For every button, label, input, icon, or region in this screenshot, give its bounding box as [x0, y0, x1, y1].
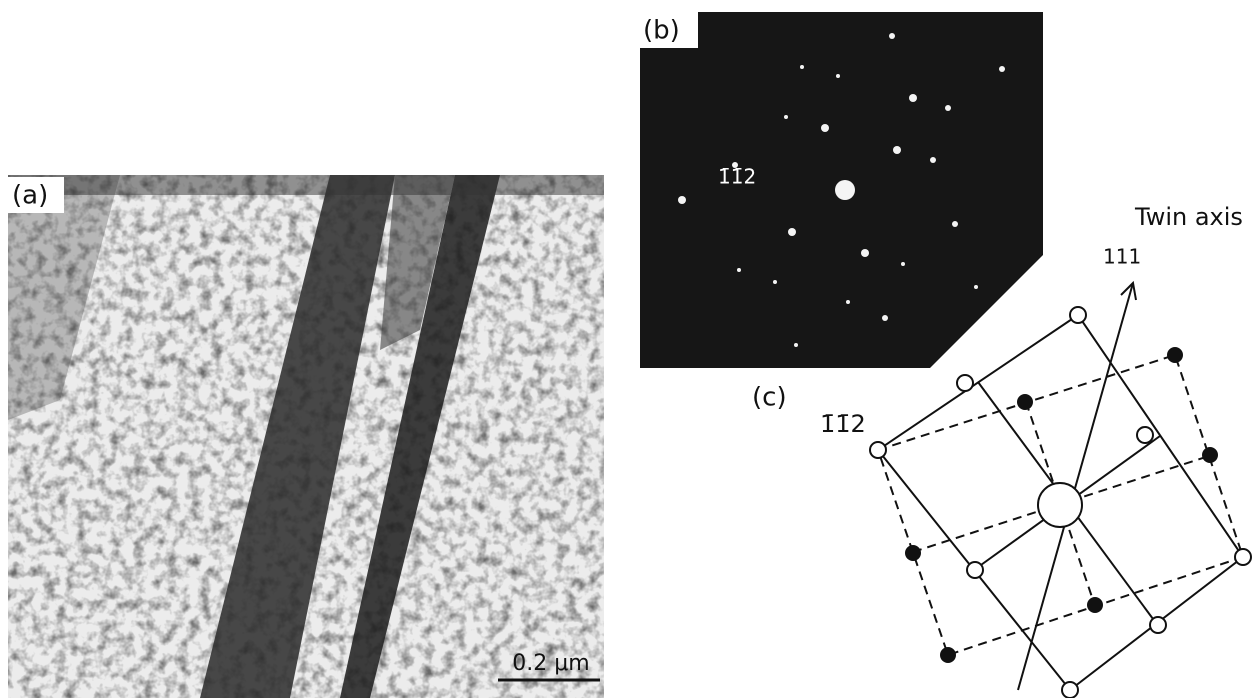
panel-label: (c)	[752, 383, 787, 413]
axis-index: 111	[1103, 245, 1141, 269]
panel-label: (a)	[12, 181, 48, 211]
panel-label: (b)	[643, 16, 680, 46]
index-label: 1̄1̄2	[820, 410, 866, 438]
figure: (a) 0.2 μm (b) 1̄1̄2 (c) 1̄1̄2 Twin axis…	[0, 0, 1254, 698]
axis-title: Twin axis	[1134, 203, 1243, 231]
spot-label: 1̄1̄2	[718, 165, 756, 189]
micrograph	[8, 175, 604, 698]
scale-label: 0.2 μm	[512, 651, 589, 676]
